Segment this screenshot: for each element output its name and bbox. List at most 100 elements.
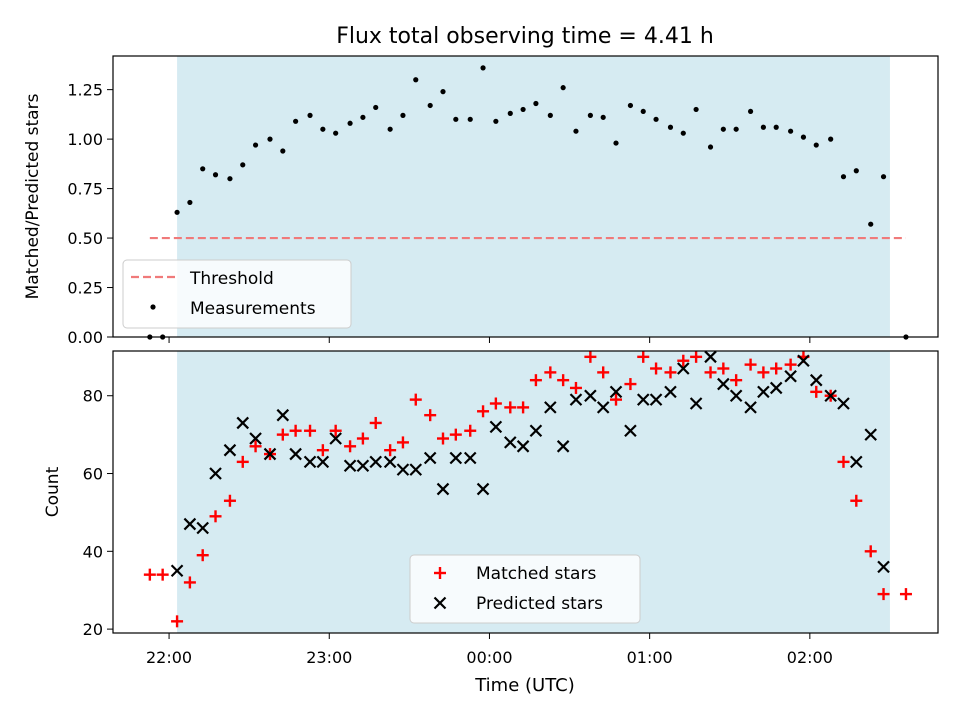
measurement-point: [533, 100, 539, 107]
matched-star-point: [396, 436, 409, 449]
marker-stroke: [729, 389, 743, 403]
marker-stroke: [516, 440, 530, 453]
predicted-star-point: [677, 362, 690, 375]
matched-star-point: [409, 393, 422, 406]
marker-stroke: [369, 455, 382, 469]
matched-star-point: [236, 455, 249, 468]
matched-star-point: [329, 424, 342, 437]
measurement-point: [240, 162, 246, 168]
marker-stroke: [864, 428, 877, 441]
y-tick-label: 1.25: [67, 81, 103, 100]
measurement-point: [828, 136, 834, 142]
predicted-star-point: [744, 401, 757, 414]
legend-threshold-label: Threshold: [189, 269, 274, 289]
matched-star-point: [864, 545, 877, 558]
measurement-point: [440, 89, 446, 95]
predicted-star-point: [596, 401, 610, 414]
matched-star-point: [156, 568, 169, 581]
marker-stroke: [209, 467, 222, 480]
legend-measurements-label: Measurements: [190, 299, 316, 319]
ratio-panel: 0.00 0.25 0.50 0.75 1.00 1.25 Matched/Predicte…: [23, 55, 939, 347]
predicted-star-point: [223, 443, 237, 457]
y-tick-label: 40: [83, 542, 103, 561]
matched-star-point: [544, 366, 557, 379]
y-axis-label: Matched/Predicted stars: [23, 93, 43, 299]
marker-stroke: [449, 451, 463, 465]
predicted-star-point: [236, 416, 250, 430]
measurement-point: [800, 134, 807, 140]
marker-stroke: [850, 455, 863, 469]
predicted-star-point: [463, 451, 477, 465]
marker-stroke: [343, 459, 357, 473]
measurement-point: [480, 65, 486, 71]
y-tick-label: 60: [83, 465, 103, 484]
predicted-star-point: [423, 451, 437, 465]
matched-star-point: [569, 381, 582, 394]
marker-stroke: [409, 463, 423, 476]
predicted-star-point: [383, 455, 397, 469]
predicted-star-point: [183, 517, 197, 531]
matched-star-point: [637, 350, 650, 363]
measurement-point: [760, 124, 766, 130]
matched-star-point: [489, 397, 502, 410]
legend-predicted-label: Predicted stars: [476, 594, 603, 614]
marker-stroke: [463, 451, 477, 465]
matched-star-point: [584, 350, 597, 363]
marker-stroke: [704, 350, 717, 364]
measurement-point: [267, 136, 273, 142]
measurement-point: [200, 166, 206, 172]
matched-star-point: [517, 401, 530, 414]
y-tick-label: 0.50: [67, 229, 103, 248]
marker-stroke: [717, 377, 730, 391]
predicted-star-point: [516, 440, 530, 453]
legend-box: [409, 554, 641, 624]
measurement-point: [733, 126, 739, 132]
marker-stroke: [436, 482, 450, 496]
y-tick-label: 0.25: [67, 279, 103, 298]
plot-frame: [112, 55, 939, 338]
legend: Threshold Measurements: [122, 259, 352, 329]
matched-star-point: [437, 432, 449, 445]
measurement-point: [467, 116, 473, 122]
matched-star-point: [730, 374, 743, 387]
marker-stroke: [649, 393, 663, 406]
matched-star-point: [850, 494, 863, 507]
measurement-point: [613, 140, 619, 146]
marker-stroke: [263, 447, 277, 461]
matched-star-point: [610, 393, 623, 406]
measurement-point: [187, 199, 193, 206]
predicted-star-point: [624, 424, 637, 438]
predicted-star-point: [850, 455, 863, 469]
measurement-point: [280, 148, 286, 154]
predicted-star-point: [556, 440, 570, 453]
predicted-star-point: [704, 350, 717, 364]
predicted-star-point: [504, 436, 517, 449]
matched-star-point: [344, 440, 357, 453]
predicted-star-point: [449, 451, 463, 465]
marker-stroke: [584, 389, 597, 403]
x-tick-label: 00:00: [466, 648, 512, 667]
matched-star-point: [624, 378, 637, 391]
marker-stroke: [170, 564, 184, 578]
matched-star-point: [784, 358, 797, 371]
marker-stroke: [609, 385, 623, 399]
measurement-point: [493, 118, 499, 124]
predicted-star-point: [584, 389, 597, 403]
marker-stroke: [596, 401, 610, 414]
matched-star-point: [196, 549, 209, 562]
predicted-star-point: [824, 389, 837, 403]
measurement-point: [853, 168, 859, 174]
measurement-point: [547, 112, 553, 118]
marker-stroke: [423, 451, 437, 465]
marker-stroke: [544, 401, 557, 414]
predicted-star-point: [809, 373, 823, 387]
predicted-star-point: [196, 521, 209, 535]
predicted-star-point: [636, 393, 650, 406]
marker-stroke: [824, 389, 837, 403]
predicted-star-point: [343, 459, 357, 473]
measurement-point: [360, 114, 366, 120]
measurement-point: [747, 108, 754, 115]
matched-star-point: [529, 374, 542, 387]
predicted-star-point: [784, 370, 797, 383]
